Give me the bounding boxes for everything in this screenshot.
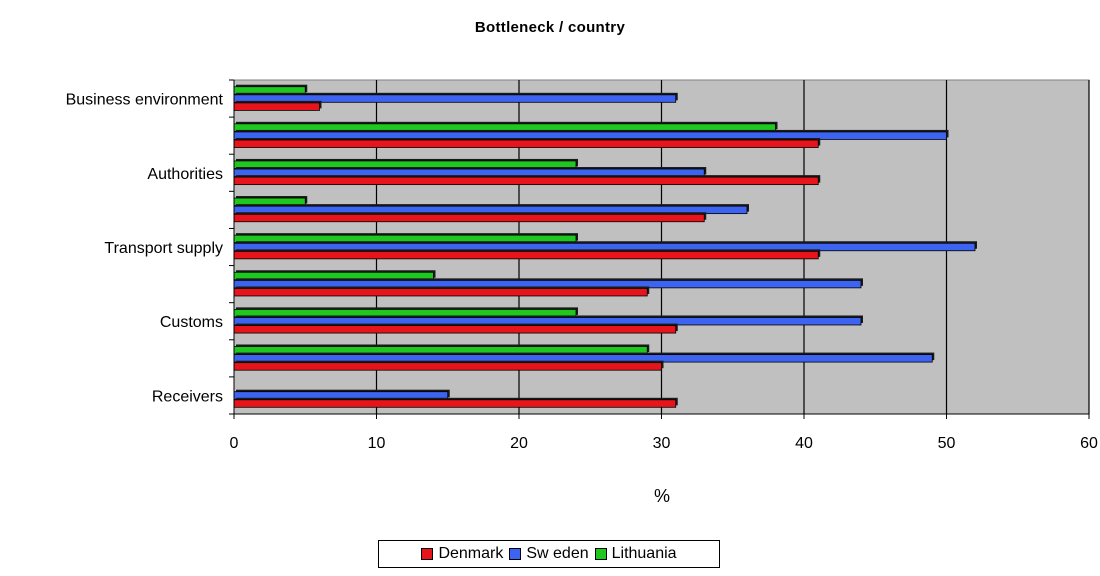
y-tick-label: Receivers <box>152 388 223 405</box>
legend-label: Denmark <box>438 545 504 562</box>
axes: Receivers Customs Transport supply Authorit… <box>66 79 1098 452</box>
legend-item: Sw eden <box>509 545 589 563</box>
x-axis-title: % <box>654 486 670 506</box>
legend-swatch <box>421 548 434 560</box>
x-tick-label: 10 <box>368 435 386 452</box>
chart-title: Bottleneck / country <box>474 19 626 36</box>
bar-denmark <box>233 139 819 148</box>
x-tick-label: 0 <box>230 435 239 452</box>
bar-denmark <box>233 362 662 371</box>
bar-chart: Receivers Customs Transport supply Authorit… <box>66 79 1098 506</box>
x-tick-label: 60 <box>1080 435 1098 452</box>
bar-denmark <box>233 288 648 297</box>
x-tick-label: 30 <box>653 435 671 452</box>
y-tick-label: Customs <box>160 314 223 331</box>
legend: Denmark Sw eden Lithuania <box>378 540 720 568</box>
bar-denmark <box>233 250 819 260</box>
bar-denmark <box>233 325 677 334</box>
bar-denmark <box>233 176 819 186</box>
legend-swatch <box>509 548 522 560</box>
y-tick-label: Authorities <box>147 166 223 183</box>
legend-item: Lithuania <box>594 545 677 563</box>
legend-label: Sw eden <box>526 545 589 562</box>
legend-item: Denmark <box>421 545 503 563</box>
legend-label: Lithuania <box>611 545 677 562</box>
bar-denmark <box>233 102 320 111</box>
y-tick-label: Transport supply <box>104 240 223 257</box>
bars <box>233 84 977 408</box>
x-tick-label: 50 <box>938 435 956 452</box>
bar-denmark <box>233 399 677 408</box>
y-tick-label: Business environment <box>66 92 224 109</box>
legend-swatch <box>594 548 607 560</box>
bar-denmark <box>233 213 705 223</box>
x-tick-label: 20 <box>510 435 528 452</box>
x-tick-label: 40 <box>795 435 813 452</box>
